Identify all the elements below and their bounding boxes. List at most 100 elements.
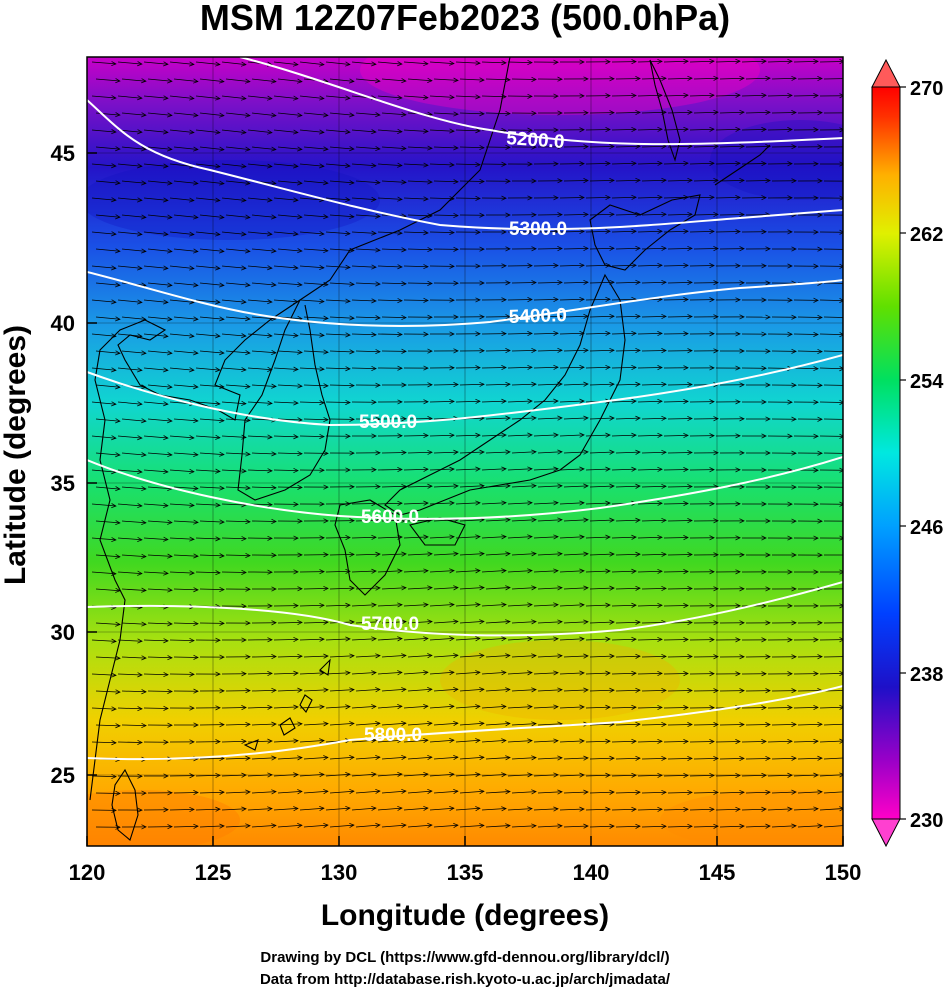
wind-vector (459, 78, 485, 81)
x-tick-120: 120 (69, 860, 106, 885)
wind-vector (459, 621, 484, 624)
wind-vector (693, 145, 719, 148)
wind-vector (299, 774, 324, 777)
wind-vector (611, 740, 637, 743)
wind-vector (325, 163, 350, 167)
contour-5600 (87, 456, 843, 520)
wind-vector (147, 214, 172, 218)
wind-vector (485, 383, 511, 386)
wind-vector (173, 78, 198, 82)
wind-vector (143, 129, 168, 133)
wind-vector-head (557, 755, 563, 761)
wind-vector (559, 638, 585, 641)
wind-vector-head (167, 688, 173, 694)
wind-vector (273, 740, 299, 743)
wind-vector (667, 77, 693, 80)
wind-vector-head (661, 415, 667, 421)
wind-vector-head (609, 585, 615, 591)
wind-vector-head (423, 500, 429, 506)
wind-vector-head (423, 433, 429, 439)
wind-vector-head (817, 450, 823, 456)
wind-vector (615, 179, 641, 182)
wind-vector (485, 519, 511, 522)
wind-vector (637, 162, 663, 165)
wind-vector (325, 807, 350, 811)
wind-vector (433, 78, 459, 81)
wind-vector-head (319, 264, 325, 270)
wind-vector (195, 197, 220, 201)
wind-vector-head (371, 771, 377, 778)
wind-vector (221, 571, 247, 573)
wind-vector-head (479, 721, 485, 727)
wind-vector-head (219, 248, 225, 254)
wind-vector (91, 367, 116, 371)
wind-vector-head (817, 144, 823, 150)
wind-vector-head (709, 772, 715, 779)
wind-vector-head (527, 263, 533, 269)
wind-vector-head (453, 789, 459, 795)
wind-vector-head (844, 485, 849, 489)
wind-vector-head (609, 347, 615, 353)
wind-vector-head (245, 620, 251, 626)
wind-vector (173, 384, 198, 388)
wind-vector (95, 588, 120, 592)
wind-vector-head (813, 806, 819, 812)
wind-vector-head (683, 160, 689, 166)
wind-vector-head (427, 585, 433, 591)
wind-vector-head (501, 195, 507, 201)
wind-vector-head (397, 805, 403, 811)
wind-vector-head (687, 450, 693, 456)
wind-vector (377, 672, 402, 675)
wind-vector (173, 588, 199, 591)
wind-vector-head (531, 246, 537, 252)
wind-vector (793, 95, 819, 97)
wind-vector-head (371, 365, 377, 372)
wind-vector (173, 180, 198, 184)
wind-vector-head (687, 143, 693, 149)
wind-vector (377, 61, 402, 65)
wind-vector (95, 690, 121, 693)
wind-vector-head (189, 806, 195, 813)
wind-vector-head (293, 670, 299, 676)
wind-vector (221, 774, 247, 777)
wind-vector (143, 639, 169, 642)
wind-vector-head (345, 230, 351, 236)
wind-vector-head (687, 245, 693, 252)
wind-vector-head (475, 670, 481, 676)
wind-vector-head (557, 585, 563, 591)
wind-vector-head (735, 467, 741, 473)
wind-vector-head (579, 398, 585, 404)
wind-vector (481, 604, 507, 607)
wind-vector (303, 824, 328, 828)
wind-vector (329, 554, 355, 556)
wind-vector-head (553, 602, 559, 608)
wind-vector-head (631, 602, 637, 608)
wind-vector-head (839, 772, 843, 778)
wind-vector-head (609, 144, 615, 150)
wind-vector (381, 621, 407, 624)
wind-vector-head (449, 94, 455, 100)
wind-vector-head (765, 654, 771, 660)
wind-vector (407, 824, 432, 828)
wind-vector-head (683, 772, 689, 779)
wind-vector (615, 689, 641, 692)
wind-vector (559, 502, 585, 505)
wind-vector-head (735, 263, 741, 269)
wind-vector-head (791, 518, 797, 524)
wind-vector-head (297, 146, 303, 152)
wind-vector (247, 774, 273, 777)
wind-vector (485, 825, 511, 828)
wind-vector-head (137, 638, 143, 644)
wind-vector-head (449, 500, 455, 506)
wind-vector-head (267, 502, 273, 508)
wind-vector (459, 146, 485, 149)
wind-vector-head (631, 228, 637, 234)
wind-vector-head (735, 399, 741, 405)
wind-vector (615, 281, 641, 284)
wind-vector (173, 452, 198, 456)
wind-vector-head (137, 61, 143, 67)
wind-vector (225, 418, 251, 421)
wind-vector-head (349, 146, 355, 152)
wind-vector-head (813, 229, 819, 235)
wind-vector (485, 723, 510, 726)
